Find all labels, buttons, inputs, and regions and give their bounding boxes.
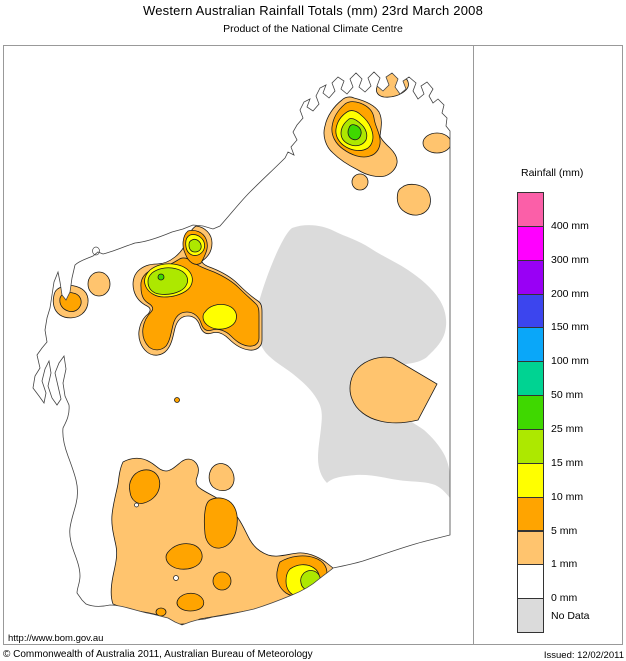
contour-pilbara-west-15mm	[147, 267, 188, 295]
legend-label: 15 mm	[551, 456, 584, 469]
contour-sw-orange-nw	[129, 469, 161, 504]
contour-sw-orange-east	[203, 497, 238, 549]
contour-coastal-spot-1mm	[87, 271, 111, 297]
legend-label: 300 mm	[551, 253, 589, 266]
legend-label: 400 mm	[551, 219, 589, 232]
contour-sw-orange-dot	[155, 607, 167, 617]
legend-label: 0 mm	[551, 592, 578, 605]
legend-swatch-300-mm	[517, 225, 544, 261]
legend-label: 150 mm	[551, 321, 589, 334]
legend-swatch-0-mm	[517, 564, 544, 600]
map-frame	[3, 45, 623, 645]
contour-nt-border-1mm	[422, 132, 450, 154]
legend-swatch-10-mm	[517, 462, 544, 498]
legend-label: No Data	[551, 609, 590, 622]
legend-label: 100 mm	[551, 355, 589, 368]
url-text: http://www.bom.gov.au	[8, 633, 104, 644]
rain-dot-5mm	[174, 397, 180, 403]
contour-kimberley-se-1mm	[396, 183, 431, 216]
island-outline	[92, 246, 100, 256]
legend-divider	[473, 45, 474, 645]
map-svg	[32, 71, 451, 626]
legend-label: 50 mm	[551, 389, 584, 402]
contour-pilbara-west-25mm	[157, 273, 165, 281]
coastline	[32, 71, 451, 626]
issued-text: Issued: 12/02/2011	[543, 650, 624, 661]
contour-pilbara-ne-15mm	[188, 238, 202, 253]
contour-sw-white-dot-1	[134, 502, 139, 508]
legend-swatches	[517, 192, 544, 634]
legend-label: 1 mm	[551, 558, 578, 571]
contour-sw-white-dot-2	[173, 575, 179, 581]
legend-swatch-400-mm	[517, 192, 544, 227]
legend-swatch-15-mm	[517, 428, 544, 464]
legend-label: 10 mm	[551, 490, 584, 503]
legend-swatch-1-mm	[517, 530, 544, 566]
contour-spot-kimberley-south-1mm	[351, 173, 369, 191]
page-subtitle: Product of the National Climate Centre	[223, 23, 403, 35]
legend-label: 5 mm	[551, 524, 578, 537]
legend-swatch-50-mm	[517, 361, 544, 397]
legend-swatch-150-mm	[517, 293, 544, 329]
nodata-region	[256, 225, 450, 498]
page-title: Western Australian Rainfall Totals (mm) …	[143, 3, 483, 18]
legend-swatch-200-mm	[517, 259, 544, 295]
legend-swatch-100-mm	[517, 327, 544, 363]
legend-label: 25 mm	[551, 422, 584, 435]
interior-spot-1mm	[349, 356, 438, 424]
legend-swatch-no-data	[517, 598, 544, 634]
legend-title: Rainfall (mm)	[521, 167, 584, 179]
legend-label: 200 mm	[551, 287, 589, 300]
contour-sw-orange-center	[165, 543, 203, 570]
contour-goldfields-spot-1mm	[208, 463, 235, 492]
contour-pilbara-east-10mm	[202, 304, 237, 330]
contour-kimberley-25mm	[347, 124, 362, 141]
contour-sw-orange-circle	[212, 571, 232, 591]
legend-swatch-25-mm	[517, 395, 544, 430]
legend-swatch-5-mm	[517, 496, 544, 532]
legend-labels: 400 mm 300 mm 200 mm 150 mm 100 mm 50 mm 25 mm…	[551, 192, 621, 633]
copyright-text: © Commonwealth of Australia 2011, Austra…	[3, 649, 313, 660]
contour-sw-orange-south	[176, 592, 205, 612]
